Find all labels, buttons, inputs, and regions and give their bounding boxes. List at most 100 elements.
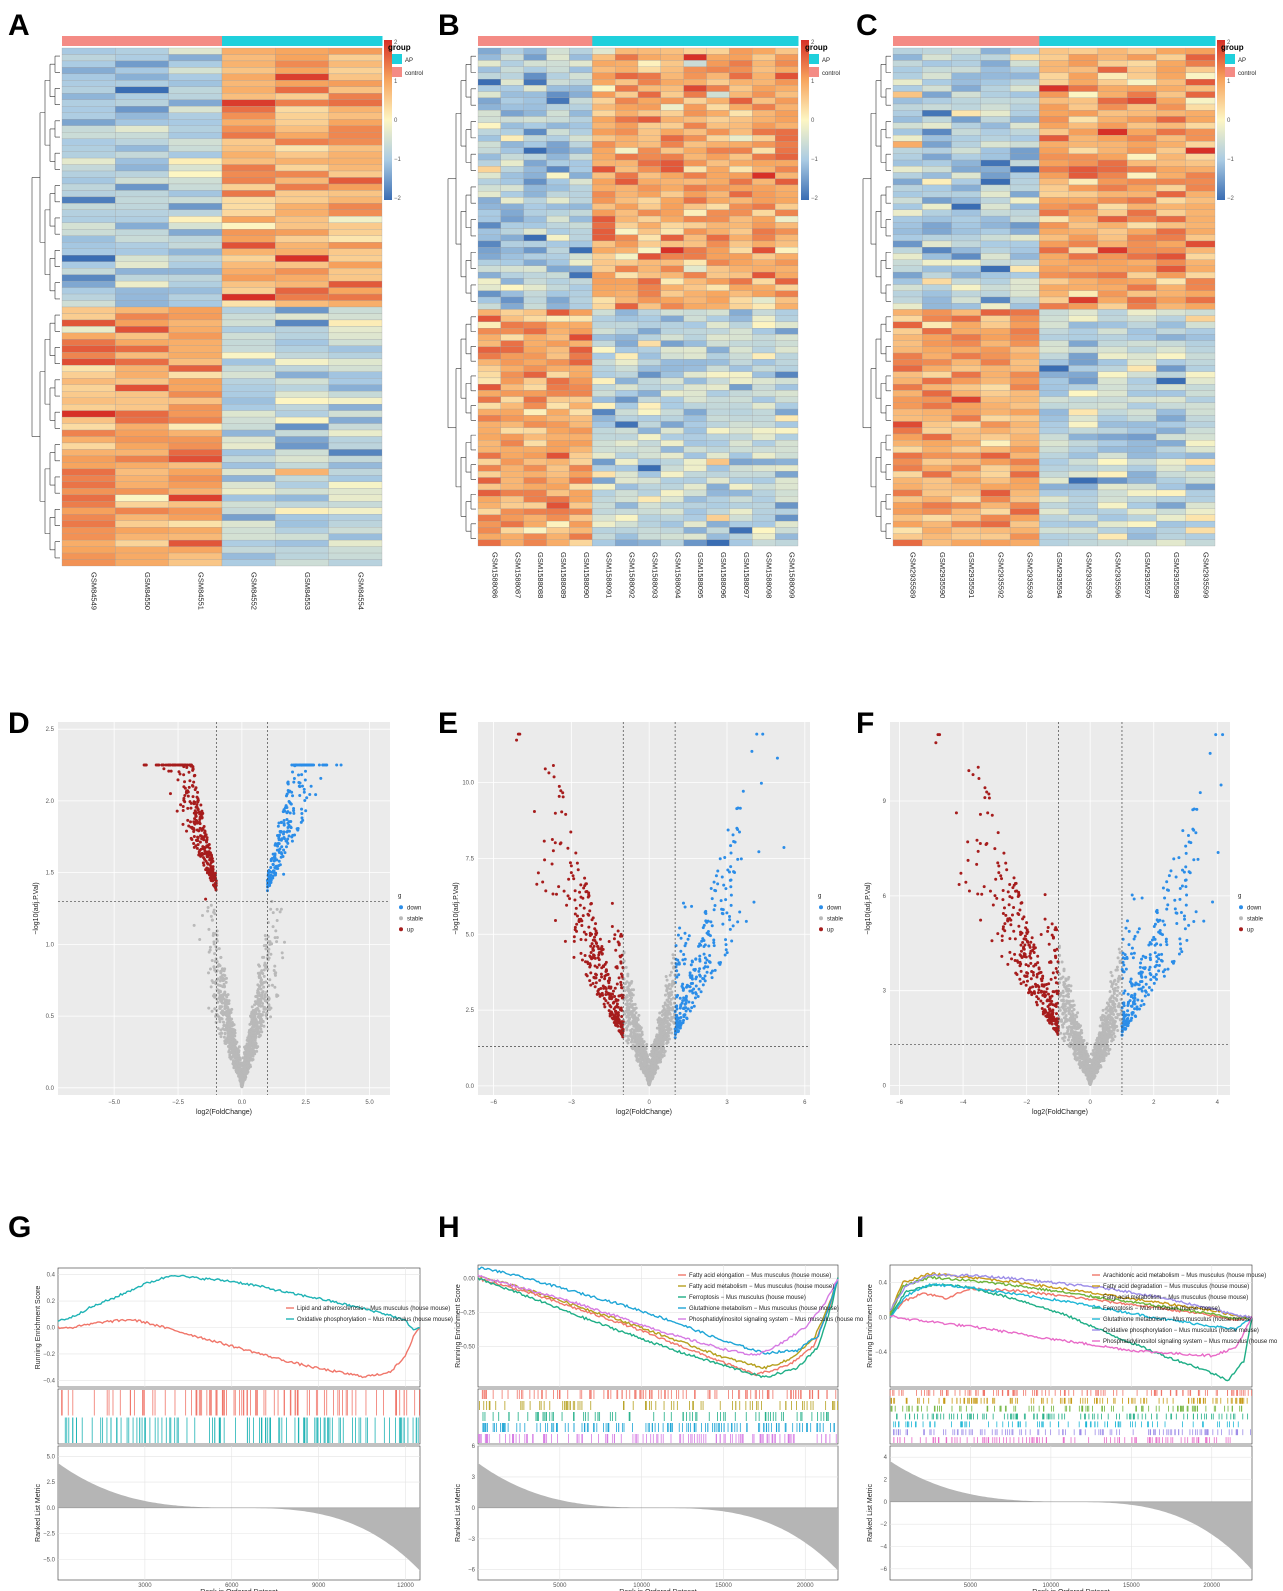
heatmap-cell (592, 79, 616, 86)
heatmap-cell (592, 97, 616, 105)
heatmap-cell (637, 66, 661, 74)
heatmap-cell (922, 365, 952, 372)
heatmap-cell (951, 147, 981, 154)
heatmap-cell (328, 313, 383, 321)
heatmap-cell (892, 290, 923, 298)
heatmap-cell (922, 184, 952, 192)
heatmap-cell (1097, 110, 1128, 117)
data-point (157, 763, 161, 767)
heatmap-cell (660, 402, 684, 410)
data-point (267, 882, 271, 886)
data-point (222, 1035, 226, 1039)
data-point (305, 796, 309, 800)
heatmap-cell (328, 209, 383, 217)
heatmap-cell (951, 340, 981, 347)
heatmap-cell (892, 103, 923, 111)
heatmap-cell (660, 421, 684, 428)
heatmap-cell (1156, 91, 1186, 98)
heatmap-cell (1097, 54, 1128, 61)
data-point (593, 935, 597, 939)
heatmap-cell (500, 396, 524, 403)
heatmap-cell (1127, 471, 1157, 478)
heatmap-cell (1156, 520, 1186, 528)
heatmap-cell (275, 47, 329, 55)
heatmap-cell (683, 215, 707, 223)
heatmap-cell (775, 228, 799, 235)
heatmap-cell (221, 60, 276, 68)
heatmap-cell (328, 190, 383, 198)
data-point (238, 1064, 242, 1068)
heatmap-cell (592, 471, 616, 478)
heatmap-cell (1068, 110, 1099, 117)
heatmap-cell (500, 66, 524, 74)
heatmap-cell (275, 157, 329, 165)
heatmap-cell (569, 247, 593, 254)
heatmap-cell (706, 159, 730, 167)
heatmap-cell (951, 135, 981, 142)
heatmap-cell (892, 539, 923, 547)
data-point (186, 790, 190, 794)
heatmap-cell (683, 352, 707, 360)
heatmap-cell (1185, 284, 1216, 291)
heatmap-cell (168, 119, 223, 126)
y-tick-label: 0.0 (46, 1086, 55, 1092)
heatmap-cell (729, 259, 753, 266)
heatmap-cell (1009, 97, 1040, 105)
heatmap-cell (729, 415, 753, 422)
heatmap-cell (115, 429, 169, 437)
data-point (194, 805, 198, 809)
data-point (254, 995, 258, 999)
heatmap-cell (328, 520, 383, 528)
legend-key (809, 54, 819, 64)
heatmap-cell (1009, 502, 1040, 509)
heatmap-cell (892, 72, 923, 80)
data-point (265, 1011, 269, 1015)
heatmap-cell (569, 483, 593, 491)
heatmap-cell (1097, 228, 1128, 235)
heatmap-cell (523, 110, 547, 117)
heatmap-cell (922, 408, 952, 416)
heatmap-cell (615, 265, 639, 273)
heatmap-cell (752, 452, 776, 459)
heatmap-cell (1185, 477, 1216, 484)
heatmap-cell (1039, 502, 1069, 509)
heatmap-cell (892, 328, 923, 335)
heatmap-cell (729, 496, 753, 503)
heatmap-cell (1097, 533, 1128, 540)
heatmap-cell (275, 527, 329, 534)
heatmap-cell (752, 209, 776, 217)
heatmap-cell (892, 296, 923, 304)
data-point (189, 825, 193, 829)
heatmap-cell (706, 222, 730, 229)
heatmap-cell (1068, 234, 1099, 242)
heatmap-cell (892, 315, 923, 323)
heatmap-cell (1127, 365, 1157, 372)
heatmap-cell (922, 79, 952, 86)
data-point (598, 978, 602, 982)
heatmap-cell (752, 85, 776, 92)
legend-key (399, 916, 403, 921)
heatmap-cell (892, 377, 923, 385)
heatmap-cell (523, 446, 547, 453)
data-point (300, 807, 304, 811)
heatmap-cell (683, 209, 707, 217)
heatmap-cell (328, 157, 383, 165)
data-point (269, 859, 273, 863)
data-point (208, 967, 212, 971)
data-point (292, 811, 296, 815)
heatmap-cell (729, 359, 753, 366)
heatmap-cell (115, 293, 169, 301)
heatmap-cell (706, 122, 730, 130)
heatmap-cell (922, 147, 952, 154)
heatmap-cell (683, 54, 707, 61)
heatmap-cell (592, 371, 616, 379)
heatmap-cell (115, 138, 169, 146)
colorbar-tick: 2 (811, 40, 815, 46)
heatmap-cell (168, 86, 223, 94)
heatmap-cell (523, 97, 547, 105)
heatmap-cell (729, 520, 753, 528)
heatmap-cell (523, 197, 547, 204)
heatmap-cell (1127, 159, 1157, 167)
heatmap-cell (1039, 122, 1069, 130)
heatmap-cell (892, 408, 923, 416)
